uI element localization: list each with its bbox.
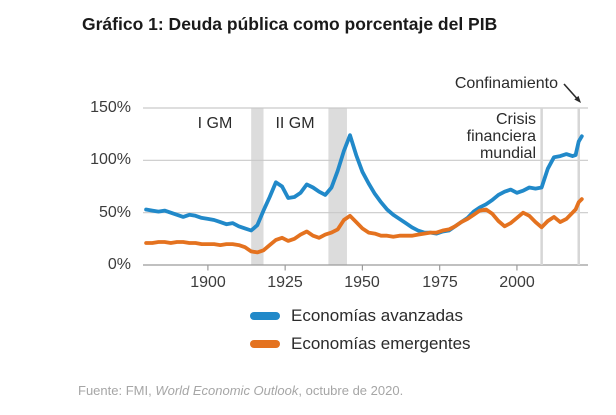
figure-title: Gráfico 1: Deuda pública como porcentaje… [82, 14, 498, 34]
source-suffix: , octubre de 2020. [298, 383, 404, 398]
lockdown-arrow-icon [563, 83, 581, 103]
x-ticks-group [207, 265, 518, 271]
y-axis-tick-label: 100% [90, 151, 131, 168]
x-axis-tick-label: 1975 [422, 274, 458, 291]
annotation-lockdown: Confinamiento [454, 75, 558, 92]
legend-item-advanced: Economías avanzadas [250, 305, 463, 327]
source-publication: World Economic Outlook [155, 383, 299, 398]
gridlines-group [143, 107, 588, 266]
legend-item-emerging: Economías emergentes [250, 333, 471, 355]
y-axis-tick-label: 0% [107, 256, 131, 273]
x-axis-tick-label: 2000 [499, 274, 535, 291]
series-line [144, 133, 584, 236]
event-lines-group [540, 108, 580, 265]
legend-swatch-emerging [250, 340, 280, 348]
annotation-gfc-line: mundial [479, 145, 536, 162]
x-axis-tick-label: 1925 [267, 274, 303, 291]
annotation-gfc-line: financiera [466, 128, 536, 145]
series-line [144, 197, 584, 255]
legend-label: Economías emergentes [291, 334, 471, 353]
y-axis-tick-label: 150% [90, 99, 131, 116]
annotation-gfc-line: Crisis [496, 111, 536, 128]
legend-label: Economías avanzadas [291, 306, 463, 325]
annotation-wwii: II GM [275, 115, 315, 132]
series-lines-group [144, 133, 584, 255]
war-band [251, 108, 264, 265]
annotation-wwi: I GM [197, 115, 233, 132]
x-axis-tick-label: 1900 [190, 274, 226, 291]
source-prefix: Fuente: FMI, [78, 383, 156, 398]
y-axis-tick-label: 50% [98, 204, 131, 221]
annotation-gfc: Crisis financiera mundial [396, 111, 536, 162]
legend-swatch-advanced [250, 312, 280, 320]
source-note: Fuente: FMI, World Economic Outlook, oct… [78, 383, 403, 398]
x-axis-tick-label: 1950 [344, 274, 380, 291]
